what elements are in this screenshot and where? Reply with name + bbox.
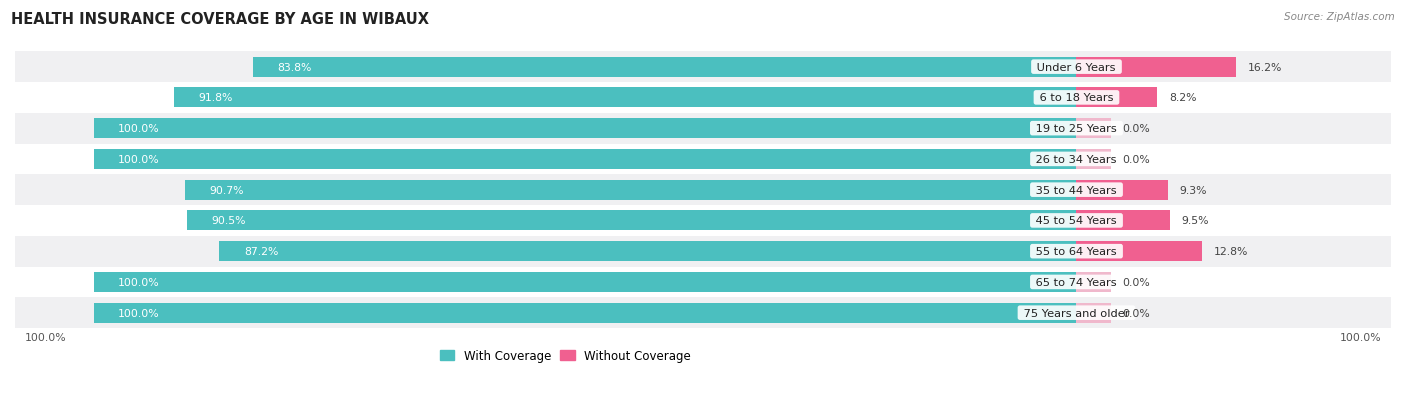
Text: 55 to 64 Years: 55 to 64 Years	[1032, 247, 1121, 256]
Bar	[1077, 303, 1111, 323]
Bar	[1077, 272, 1111, 292]
FancyBboxPatch shape	[15, 298, 1391, 328]
Bar	[253, 57, 1077, 78]
Text: HEALTH INSURANCE COVERAGE BY AGE IN WIBAUX: HEALTH INSURANCE COVERAGE BY AGE IN WIBA…	[11, 12, 429, 27]
Bar	[1077, 57, 1236, 78]
Text: 26 to 34 Years: 26 to 34 Years	[1032, 154, 1121, 164]
Text: 9.5%: 9.5%	[1181, 216, 1209, 226]
Text: 100.0%: 100.0%	[118, 154, 160, 164]
Bar	[186, 180, 1077, 200]
Text: 83.8%: 83.8%	[277, 62, 312, 72]
Text: 9.3%: 9.3%	[1180, 185, 1208, 195]
FancyBboxPatch shape	[15, 267, 1391, 298]
Bar	[94, 150, 1077, 169]
Text: 90.5%: 90.5%	[211, 216, 246, 226]
Bar	[1077, 211, 1170, 231]
Text: 0.0%: 0.0%	[1122, 154, 1150, 164]
Text: 8.2%: 8.2%	[1168, 93, 1197, 103]
Text: 100.0%: 100.0%	[118, 308, 160, 318]
Bar	[219, 242, 1077, 261]
Bar	[1077, 180, 1168, 200]
Bar	[1077, 88, 1157, 108]
FancyBboxPatch shape	[15, 236, 1391, 267]
Bar	[94, 303, 1077, 323]
Bar	[187, 211, 1077, 231]
Text: 87.2%: 87.2%	[245, 247, 278, 256]
Text: 100.0%: 100.0%	[1340, 332, 1381, 342]
FancyBboxPatch shape	[15, 52, 1391, 83]
Text: 100.0%: 100.0%	[118, 124, 160, 134]
Bar	[174, 88, 1077, 108]
Text: 0.0%: 0.0%	[1122, 124, 1150, 134]
Text: 90.7%: 90.7%	[209, 185, 245, 195]
Text: 45 to 54 Years: 45 to 54 Years	[1032, 216, 1121, 226]
Text: 100.0%: 100.0%	[118, 277, 160, 287]
FancyBboxPatch shape	[15, 114, 1391, 144]
Text: Under 6 Years: Under 6 Years	[1033, 62, 1119, 72]
FancyBboxPatch shape	[15, 83, 1391, 114]
Text: 35 to 44 Years: 35 to 44 Years	[1032, 185, 1121, 195]
Text: 91.8%: 91.8%	[198, 93, 233, 103]
Text: 75 Years and older: 75 Years and older	[1019, 308, 1133, 318]
Text: 0.0%: 0.0%	[1122, 277, 1150, 287]
Text: Source: ZipAtlas.com: Source: ZipAtlas.com	[1284, 12, 1395, 22]
FancyBboxPatch shape	[15, 206, 1391, 236]
Legend: With Coverage, Without Coverage: With Coverage, Without Coverage	[436, 344, 696, 367]
FancyBboxPatch shape	[15, 144, 1391, 175]
Text: 19 to 25 Years: 19 to 25 Years	[1032, 124, 1121, 134]
Bar	[1077, 119, 1111, 139]
Text: 16.2%: 16.2%	[1247, 62, 1282, 72]
Bar	[1077, 242, 1202, 261]
Text: 12.8%: 12.8%	[1215, 247, 1249, 256]
Text: 0.0%: 0.0%	[1122, 308, 1150, 318]
Bar	[1077, 150, 1111, 169]
Text: 6 to 18 Years: 6 to 18 Years	[1036, 93, 1116, 103]
Bar	[94, 272, 1077, 292]
Bar	[94, 119, 1077, 139]
Text: 100.0%: 100.0%	[25, 332, 66, 342]
Text: 65 to 74 Years: 65 to 74 Years	[1032, 277, 1121, 287]
FancyBboxPatch shape	[15, 175, 1391, 206]
